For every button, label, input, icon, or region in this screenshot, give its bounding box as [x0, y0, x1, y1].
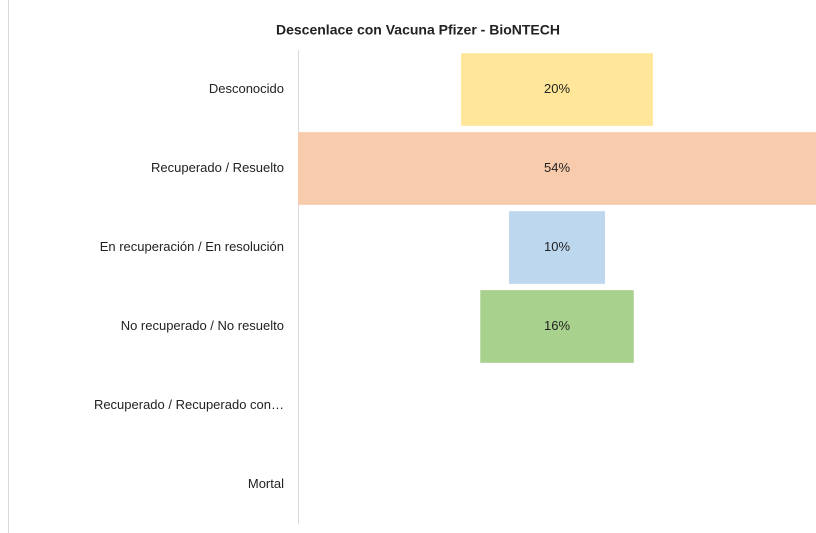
data-label: 16%: [544, 318, 570, 333]
category-label: Recuperado / Resuelto: [151, 160, 284, 175]
category-label: No recuperado / No resuelto: [121, 318, 284, 333]
category-label: En recuperación / En resolución: [100, 239, 284, 254]
data-label: 10%: [544, 239, 570, 254]
category-label: Mortal: [248, 476, 284, 491]
category-label: Recuperado / Recuperado con…: [94, 397, 284, 412]
funnel-bar: [480, 290, 634, 363]
funnel-bar: [461, 53, 653, 126]
category-label: Desconocido: [209, 81, 284, 96]
chart-title: Descenlace con Vacuna Pfizer - BioNTECH: [276, 22, 560, 38]
data-label: 20%: [544, 81, 570, 96]
funnel-bar: [298, 132, 816, 205]
funnel-bar: [509, 211, 605, 284]
data-label: 54%: [544, 160, 570, 175]
